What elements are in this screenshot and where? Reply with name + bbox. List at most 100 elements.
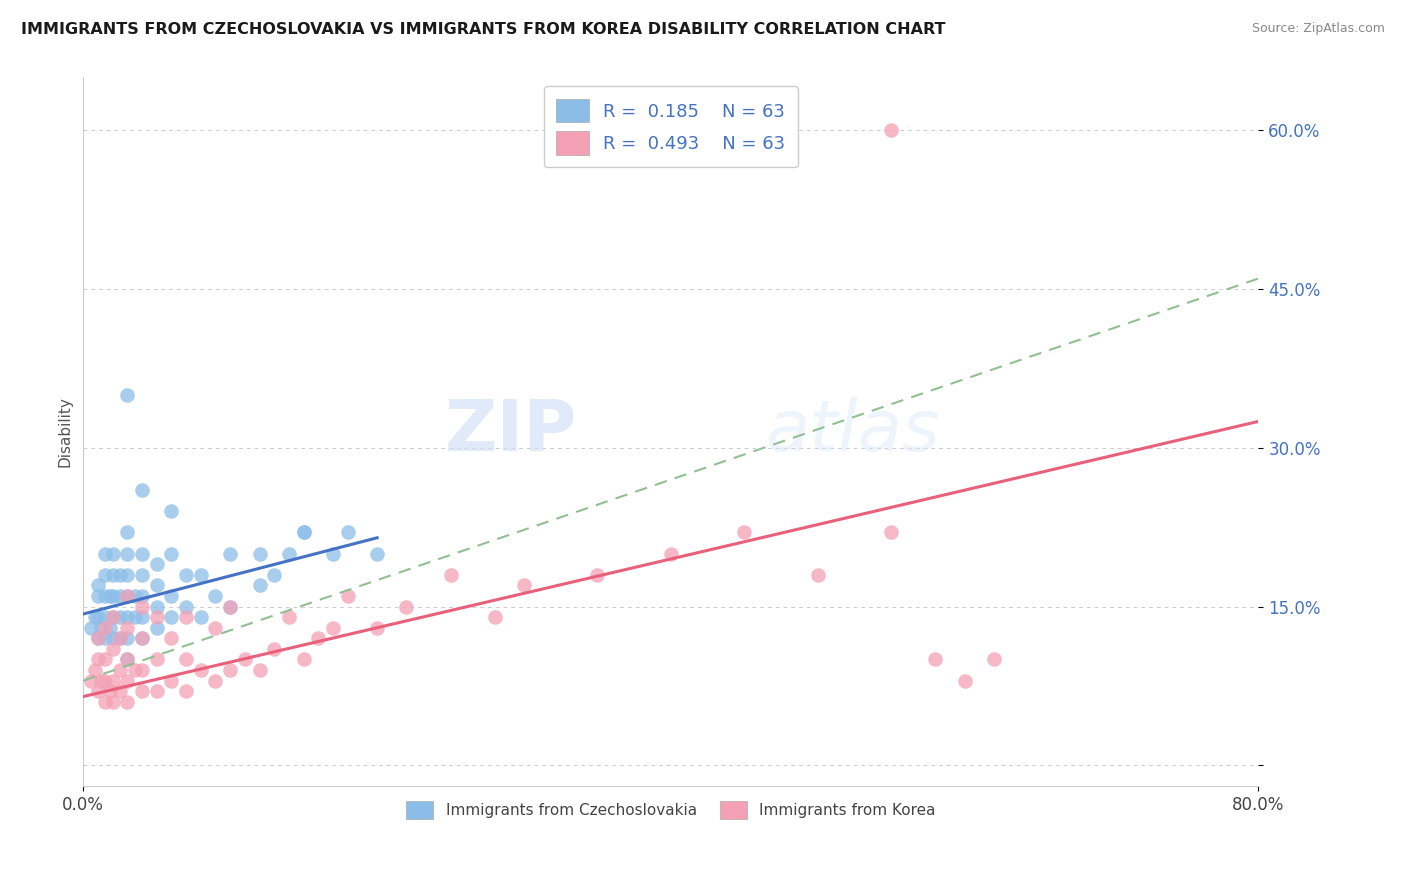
Point <box>292 525 315 540</box>
Point <box>87 589 110 603</box>
Point <box>117 589 139 603</box>
Point <box>131 610 153 624</box>
Point <box>94 673 117 688</box>
Point <box>131 589 153 603</box>
Point <box>278 547 301 561</box>
Point <box>366 621 388 635</box>
Point <box>249 663 271 677</box>
Point <box>439 567 461 582</box>
Point <box>145 610 167 624</box>
Point <box>953 673 976 688</box>
Point <box>336 525 359 540</box>
Point <box>117 652 139 666</box>
Point <box>880 123 903 137</box>
Point <box>131 599 153 614</box>
Point <box>101 695 124 709</box>
Point <box>659 547 682 561</box>
Point <box>94 695 117 709</box>
Point <box>94 652 117 666</box>
Point <box>90 621 112 635</box>
Point <box>101 641 124 656</box>
Point <box>263 641 285 656</box>
Point <box>101 547 124 561</box>
Point <box>87 632 110 646</box>
Point <box>204 589 226 603</box>
Point <box>322 547 344 561</box>
Point <box>87 578 110 592</box>
Point <box>87 610 110 624</box>
Point <box>145 684 167 698</box>
Point <box>292 652 315 666</box>
Point <box>131 663 153 677</box>
Text: IMMIGRANTS FROM CZECHOSLOVAKIA VS IMMIGRANTS FROM KOREA DISABILITY CORRELATION C: IMMIGRANTS FROM CZECHOSLOVAKIA VS IMMIGR… <box>21 22 946 37</box>
Point <box>160 673 183 688</box>
Point <box>90 673 112 688</box>
Point <box>322 621 344 635</box>
Point <box>124 610 146 624</box>
Point <box>292 525 315 540</box>
Point <box>108 632 131 646</box>
Point <box>117 652 139 666</box>
Point <box>174 684 197 698</box>
Point <box>395 599 418 614</box>
Point <box>101 610 124 624</box>
Point <box>219 599 242 614</box>
Point <box>880 525 903 540</box>
Point <box>190 610 212 624</box>
Point <box>307 632 329 646</box>
Text: Source: ZipAtlas.com: Source: ZipAtlas.com <box>1251 22 1385 36</box>
Point <box>586 567 609 582</box>
Point <box>94 589 117 603</box>
Point <box>117 610 139 624</box>
Point <box>219 663 242 677</box>
Point <box>174 610 197 624</box>
Point <box>160 504 183 518</box>
Point <box>94 610 117 624</box>
Point <box>98 684 121 698</box>
Point <box>190 663 212 677</box>
Point <box>98 589 121 603</box>
Point <box>101 673 124 688</box>
Point <box>513 578 536 592</box>
Point <box>249 547 271 561</box>
Point <box>924 652 946 666</box>
Point <box>117 589 139 603</box>
Point <box>204 673 226 688</box>
Point <box>108 684 131 698</box>
Point <box>108 589 131 603</box>
Point <box>117 567 139 582</box>
Point <box>145 599 167 614</box>
Point <box>131 567 153 582</box>
Point <box>366 547 388 561</box>
Text: atlas: atlas <box>765 398 939 467</box>
Text: ZIP: ZIP <box>444 398 576 467</box>
Point <box>160 610 183 624</box>
Point <box>336 589 359 603</box>
Point <box>160 589 183 603</box>
Point <box>174 652 197 666</box>
Point <box>484 610 506 624</box>
Point <box>131 547 153 561</box>
Point <box>101 610 124 624</box>
Point <box>249 578 271 592</box>
Point <box>87 684 110 698</box>
Point <box>108 663 131 677</box>
Point <box>98 621 121 635</box>
Point <box>101 632 124 646</box>
Point <box>124 589 146 603</box>
Point <box>117 632 139 646</box>
Point <box>84 610 107 624</box>
Point <box>145 558 167 572</box>
Point <box>131 483 153 498</box>
Point <box>79 621 101 635</box>
Point <box>219 547 242 561</box>
Point <box>219 599 242 614</box>
Point <box>131 632 153 646</box>
Point <box>131 632 153 646</box>
Point <box>983 652 1005 666</box>
Point <box>117 525 139 540</box>
Point <box>108 567 131 582</box>
Y-axis label: Disability: Disability <box>58 397 72 467</box>
Point <box>145 652 167 666</box>
Point <box>131 684 153 698</box>
